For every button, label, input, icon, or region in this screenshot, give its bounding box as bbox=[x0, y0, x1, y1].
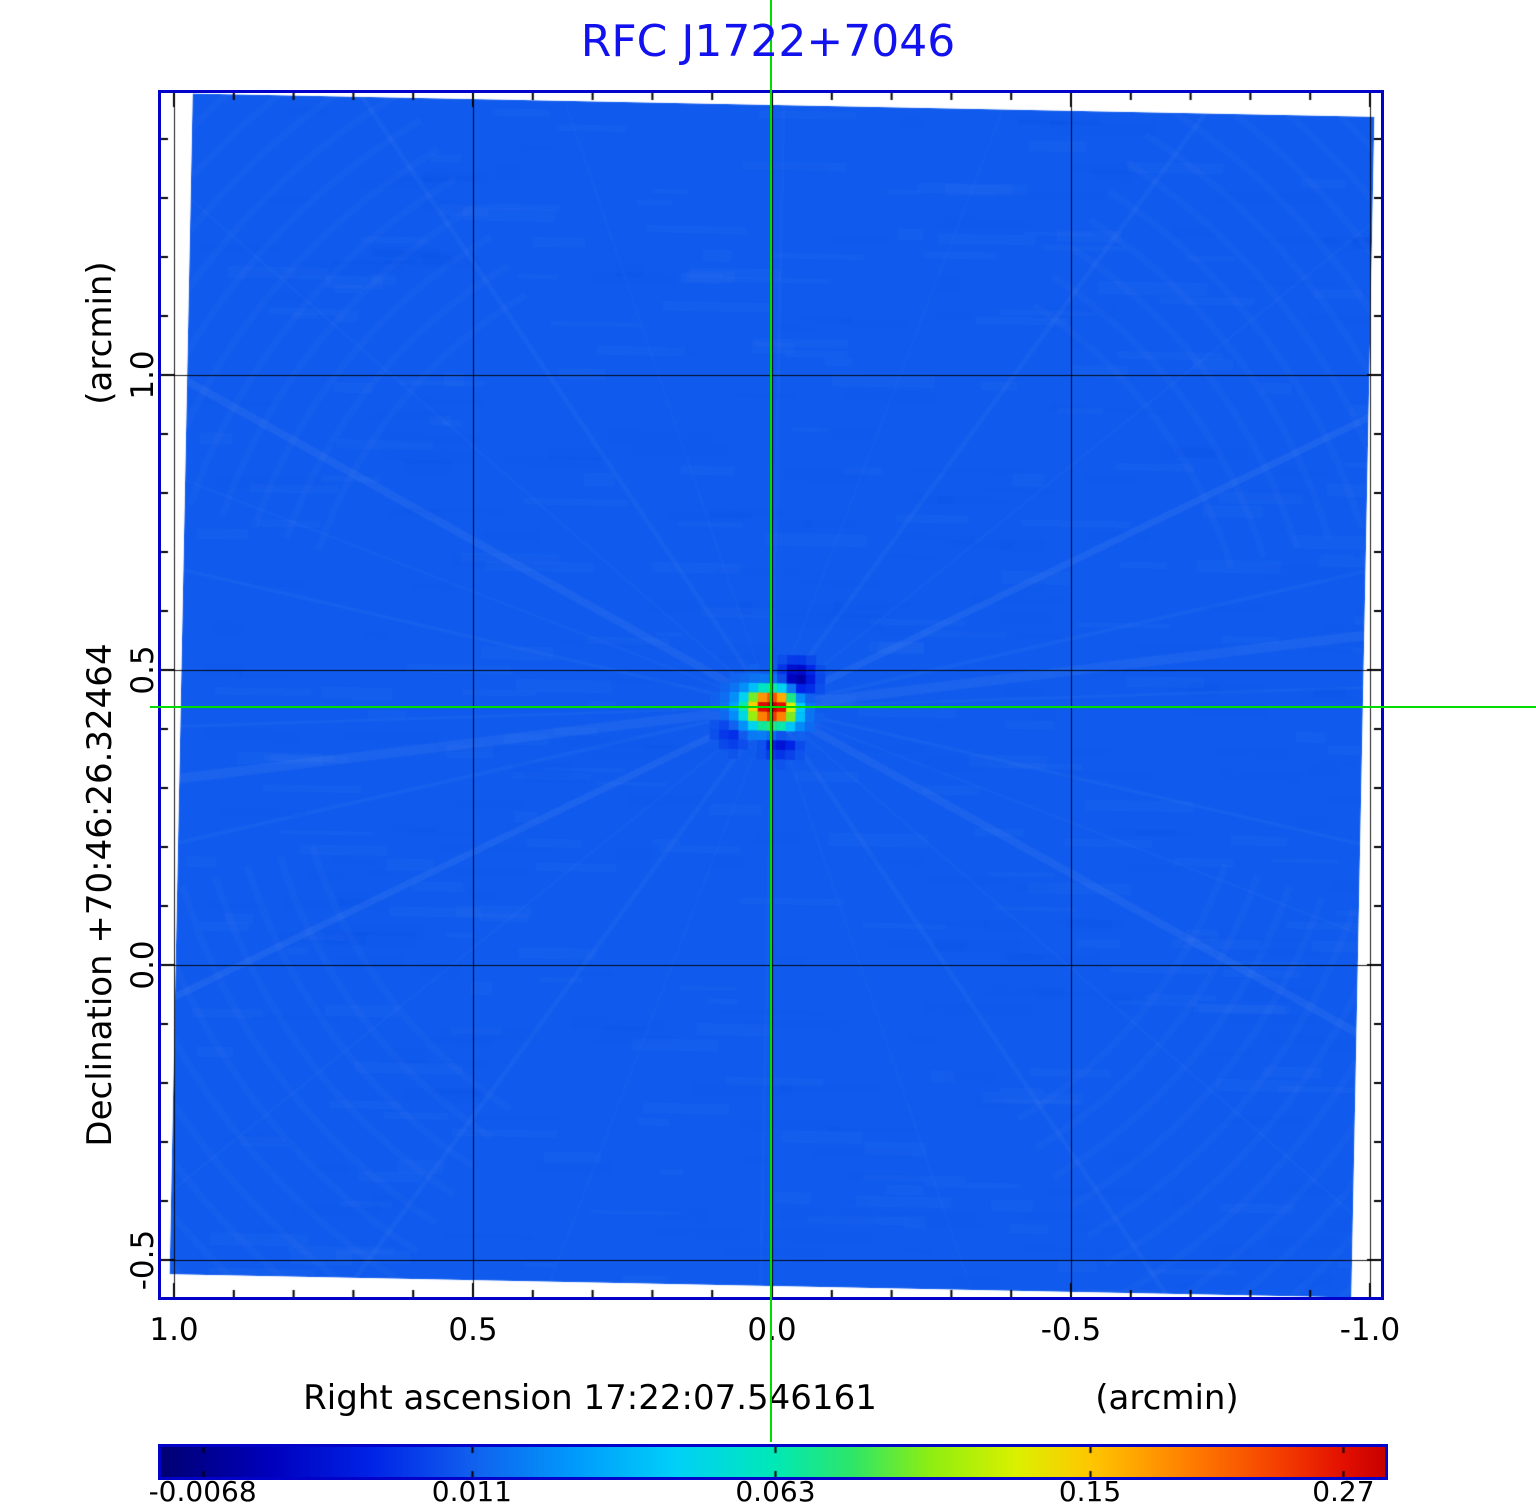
y-axis-unit-label: (arcmin) bbox=[80, 261, 120, 405]
y-tick-label-3: 0.0 bbox=[125, 940, 161, 990]
crosshair-horizontal-line bbox=[150, 706, 1536, 708]
y-tick-label-4: -0.5 bbox=[125, 1229, 161, 1291]
x-tick-label-1: 1.0 bbox=[149, 1312, 199, 1348]
colorbar-tick-label-1: -0.0068 bbox=[148, 1475, 257, 1508]
y-tick-label-1: 1.0 bbox=[125, 350, 161, 400]
colorbar-tick-label-5: 0.27 bbox=[1312, 1475, 1375, 1508]
x-tick-label-3: 0.0 bbox=[747, 1312, 797, 1348]
plot-title: RFC J1722+7046 bbox=[580, 16, 956, 67]
y-tick-label-2: 0.5 bbox=[125, 645, 161, 695]
colorbar-tick-label-2: 0.011 bbox=[431, 1475, 512, 1508]
x-axis-label: Right ascension 17:22:07.546161 bbox=[303, 1378, 877, 1418]
y-axis-label: Declination +70:46:26.32464 bbox=[80, 643, 120, 1147]
x-tick-label-4: -0.5 bbox=[1040, 1312, 1102, 1348]
x-axis-unit-label: (arcmin) bbox=[1095, 1378, 1239, 1418]
colorbar-tick-label-3: 0.063 bbox=[735, 1475, 816, 1508]
crosshair-vertical-line bbox=[770, 0, 772, 1442]
colorbar bbox=[158, 1444, 1388, 1480]
x-tick-label-5: -1.0 bbox=[1339, 1312, 1401, 1348]
colorbar-gradient-canvas bbox=[161, 1447, 1385, 1477]
x-tick-label-2: 0.5 bbox=[448, 1312, 498, 1348]
colorbar-tick-label-4: 0.15 bbox=[1058, 1475, 1122, 1508]
